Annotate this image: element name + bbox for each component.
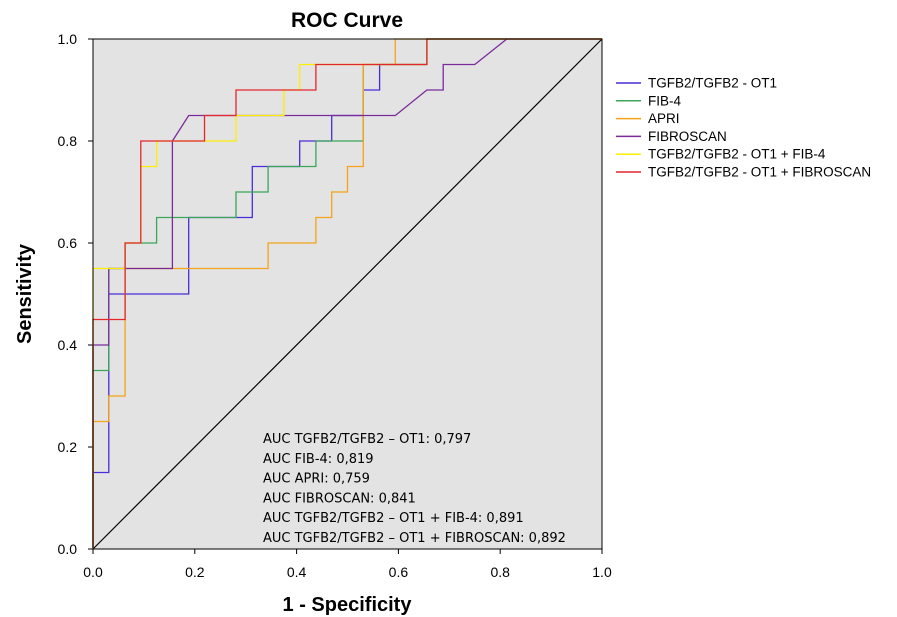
legend-label: TGFB2/TGFB2 - OT1 + FIB-4 <box>648 147 826 162</box>
auc-annotations: AUC TGFB2/TGFB2 – OT1: 0,797 AUC FIB-4: 0… <box>263 432 566 546</box>
y-axis-label: Sensitivity <box>14 243 36 344</box>
auc-annotation: AUC FIBROSCAN: 0,841 <box>263 491 416 506</box>
x-tick-label: 0.0 <box>83 564 103 580</box>
x-tick-label: 0.2 <box>185 564 205 580</box>
roc-line-4 <box>92 38 602 549</box>
auc-annotation: AUC TGFB2/TGFB2 – OT1: 0,797 <box>263 432 471 447</box>
auc-annotation: AUC FIB-4: 0,819 <box>263 452 374 467</box>
y-tick-label: 0.0 <box>58 541 78 557</box>
legend-label: TGFB2/TGFB2 - OT1 + FIBROSCAN <box>648 165 871 180</box>
roc-line-6 <box>92 38 602 549</box>
y-tick-label: 1.0 <box>58 31 78 47</box>
auc-annotation: AUC TGFB2/TGFB2 – OT1 + FIB-4: 0,891 <box>263 511 524 526</box>
y-tick-label: 0.4 <box>58 337 78 353</box>
legend-label: FIBROSCAN <box>648 129 727 144</box>
chart-title: ROC Curve <box>291 9 403 32</box>
roc-series <box>92 38 602 549</box>
legend: TGFB2/TGFB2 - OT1 FIB-4 APRI FIBROSCAN TGFB2… <box>616 76 871 180</box>
x-tick-label: 0.4 <box>287 564 307 580</box>
legend-label: TGFB2/TGFB2 - OT1 <box>648 76 777 91</box>
legend-label: FIB-4 <box>648 93 681 108</box>
auc-annotation: AUC APRI: 0,759 <box>263 472 370 487</box>
x-tick-label: 0.8 <box>490 564 510 580</box>
x-tick-label: 0.6 <box>389 564 409 580</box>
x-tick-label: 1.0 <box>592 564 612 580</box>
y-tick-label: 0.2 <box>58 439 78 455</box>
auc-annotation: AUC TGFB2/TGFB2 – OT1 + FIBROSCAN: 0,892 <box>263 531 566 546</box>
y-tick-label: 0.6 <box>58 235 78 251</box>
axis-ticks: 0.0 0.2 0.4 0.6 0.8 1.0 0.0 0.2 0.4 0.6 0.8 1.0 <box>58 31 612 580</box>
plot-frame <box>92 38 603 550</box>
legend-label: APRI <box>648 111 680 126</box>
reference-diagonal <box>92 38 603 550</box>
y-tick-label: 0.8 <box>58 133 78 149</box>
x-axis-label: 1 - Specificity <box>283 594 413 616</box>
